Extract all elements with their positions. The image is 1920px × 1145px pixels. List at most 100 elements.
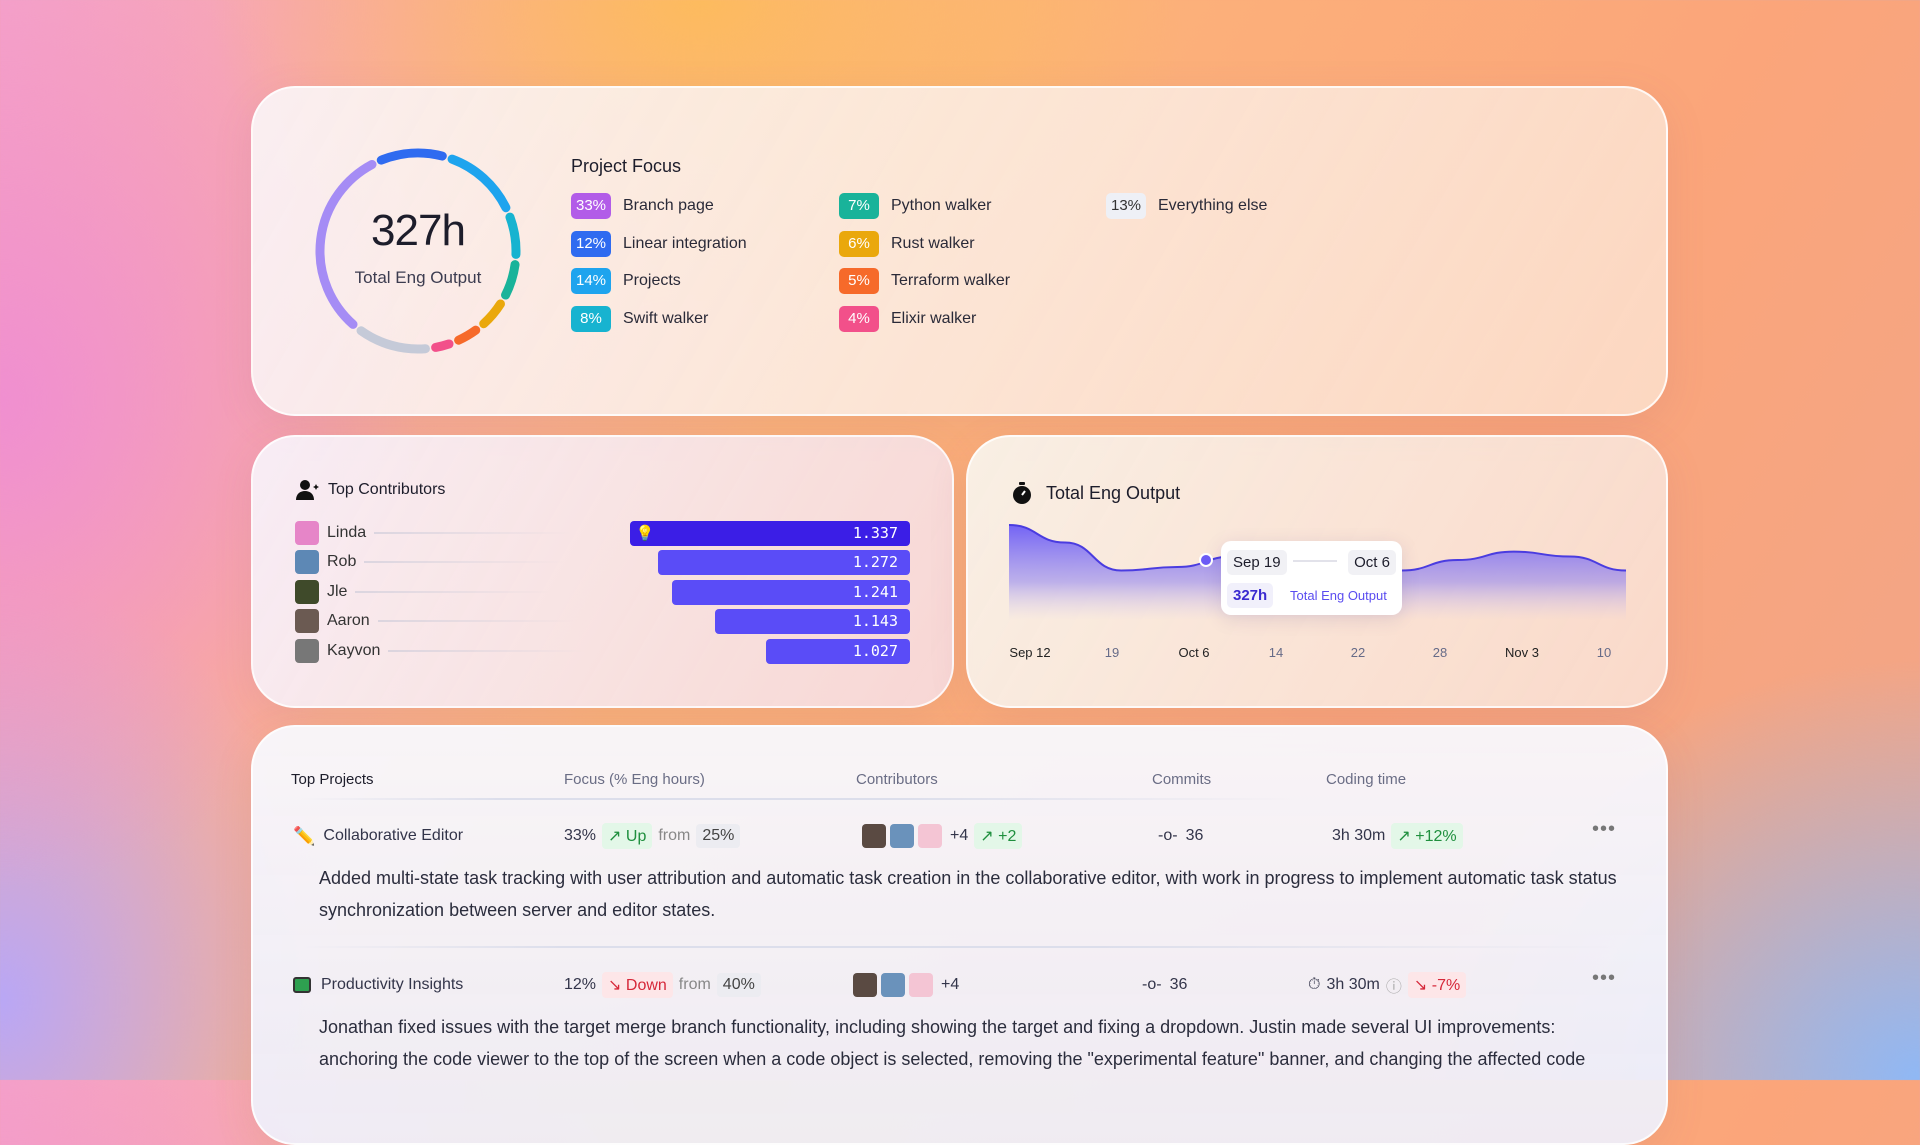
contributors-cell[interactable]: +4: [853, 970, 959, 1000]
contributor-row[interactable]: Aaron: [295, 608, 915, 634]
donut-segment[interactable]: [447, 154, 511, 213]
contributors-cell[interactable]: +4 ↗ +2: [862, 821, 1023, 851]
contributor-bar: 1.143: [715, 609, 910, 634]
x-tick-label: 19: [1104, 645, 1120, 660]
tooltip-value: 327h: [1227, 583, 1274, 608]
project-row-collaborative-editor[interactable]: ✏️ Collaborative Editor: [293, 821, 463, 851]
header-coding-time: Coding time: [1326, 771, 1407, 788]
legend-label: Swift walker: [623, 310, 709, 327]
avatar: [862, 824, 886, 848]
project-name: Collaborative Editor: [323, 827, 464, 844]
contributor-bar: 💡 1.337: [629, 521, 910, 546]
row-divider: [300, 946, 1620, 948]
header-focus: Focus (% Eng hours): [564, 771, 705, 788]
top-contributors-header: Top Contributors: [296, 479, 445, 501]
header-commits: Commits: [1152, 771, 1212, 788]
contributor-row[interactable]: Linda: [295, 520, 915, 546]
more-options-button[interactable]: •••: [1592, 818, 1617, 840]
total-output-title: Total Eng Output: [1046, 482, 1181, 503]
donut-segment[interactable]: [501, 260, 520, 300]
coding-time-cell: 3h 30m ↗ +12%: [1332, 821, 1463, 851]
header-divider: [300, 798, 1300, 800]
donut-segment[interactable]: [376, 148, 447, 165]
tooltip-label: Total Eng Output: [1290, 588, 1387, 603]
donut-segment[interactable]: [431, 339, 454, 352]
donut-segment[interactable]: [315, 159, 377, 329]
contributor-name: Rob: [327, 553, 357, 570]
from-label: from: [678, 976, 711, 993]
contributor-name: Aaron: [327, 612, 370, 629]
monitor-icon: [293, 977, 311, 993]
contributors-delta: ↗ +2: [974, 823, 1023, 849]
donut-segment[interactable]: [454, 325, 481, 345]
contributor-name: Linda: [327, 524, 367, 541]
legend-item[interactable]: 12% Linear integration: [571, 231, 747, 257]
tooltip-range-line: [1293, 560, 1337, 562]
previous-focus: 25%: [696, 824, 741, 848]
legend-item[interactable]: 8% Swift walker: [571, 306, 708, 332]
donut-segment[interactable]: [479, 299, 505, 329]
focus-donut: [315, 148, 521, 354]
info-icon[interactable]: ⓘ: [1385, 979, 1402, 996]
legend-percent: 6%: [839, 231, 879, 257]
commit-icon: -o-: [1142, 976, 1162, 993]
time-delta: ↗ +12%: [1391, 823, 1463, 849]
avatar: [909, 973, 933, 997]
contributor-value: 1.143: [852, 612, 898, 630]
contributor-row[interactable]: Kayvon: [295, 638, 915, 664]
from-label: from: [658, 827, 691, 844]
legend-percent: 33%: [571, 193, 611, 219]
focus-cell: 12% ↘ Down from 40%: [564, 970, 761, 1000]
legend-label: Terraform walker: [891, 272, 1011, 289]
legend-item[interactable]: 14% Projects: [571, 268, 681, 294]
legend-percent: 5%: [839, 268, 879, 294]
contributor-name: Kayvon: [327, 642, 381, 659]
row-guide: [374, 532, 575, 534]
contributor-value: 1.027: [852, 642, 898, 660]
avatar: [918, 824, 942, 848]
contributor-row[interactable]: Rob: [295, 549, 915, 575]
x-tick-label: Oct 6: [1178, 645, 1210, 660]
project-description: Added multi-state task tracking with use…: [319, 868, 1617, 920]
row-guide: [377, 620, 578, 622]
legend-label: Branch page: [623, 197, 714, 214]
avatar: [295, 609, 319, 633]
more-contributors: +4: [950, 827, 969, 844]
legend-item[interactable]: 5% Terraform walker: [839, 268, 1010, 294]
legend-label: Projects: [623, 272, 681, 289]
legend-item[interactable]: 7% Python walker: [839, 193, 992, 219]
donut-segment[interactable]: [356, 326, 430, 354]
trend-down-badge: ↘ Down: [602, 972, 673, 998]
commits-cell: -o- 36: [1142, 976, 1188, 993]
legend-percent: 8%: [571, 306, 611, 332]
legend-item[interactable]: 33% Branch page: [571, 193, 714, 219]
top-contributors-title: Top Contributors: [328, 481, 446, 498]
contributor-row[interactable]: Jle: [295, 579, 915, 605]
legend-label: Elixir walker: [891, 310, 977, 327]
hover-point[interactable]: [1199, 553, 1213, 567]
total-output-header: Total Eng Output: [1010, 481, 1180, 505]
avatar: [890, 824, 914, 848]
time-delta: ↘ -7%: [1407, 972, 1467, 998]
legend-label: Python walker: [891, 197, 992, 214]
previous-focus: 40%: [716, 973, 761, 997]
legend-item[interactable]: 4% Elixir walker: [839, 306, 976, 332]
x-tick-label: 28: [1432, 645, 1448, 660]
legend-item[interactable]: 13% Everything else: [1106, 193, 1267, 219]
coding-time-cell: ⏱ 3h 30m ⓘ ↘ -7%: [1308, 970, 1467, 1000]
avatar: [853, 973, 877, 997]
x-tick-label: 14: [1268, 645, 1284, 660]
donut-segment[interactable]: [505, 212, 521, 259]
avatar: [881, 973, 905, 997]
more-options-button[interactable]: •••: [1592, 967, 1617, 989]
row-guide: [364, 561, 565, 563]
commits-cell: -o- 36: [1158, 827, 1204, 844]
project-row-productivity-insights[interactable]: Productivity Insights: [293, 970, 463, 1000]
legend-item[interactable]: 6% Rust walker: [839, 231, 975, 257]
trend-up-badge: ↗ Up: [602, 823, 653, 849]
contributor-value: 1.272: [852, 553, 898, 571]
legend-label: Rust walker: [891, 235, 975, 252]
tooltip-to: Oct 6: [1348, 550, 1396, 575]
total-output-value: 327h: [371, 206, 466, 255]
row-guide: [355, 591, 556, 593]
